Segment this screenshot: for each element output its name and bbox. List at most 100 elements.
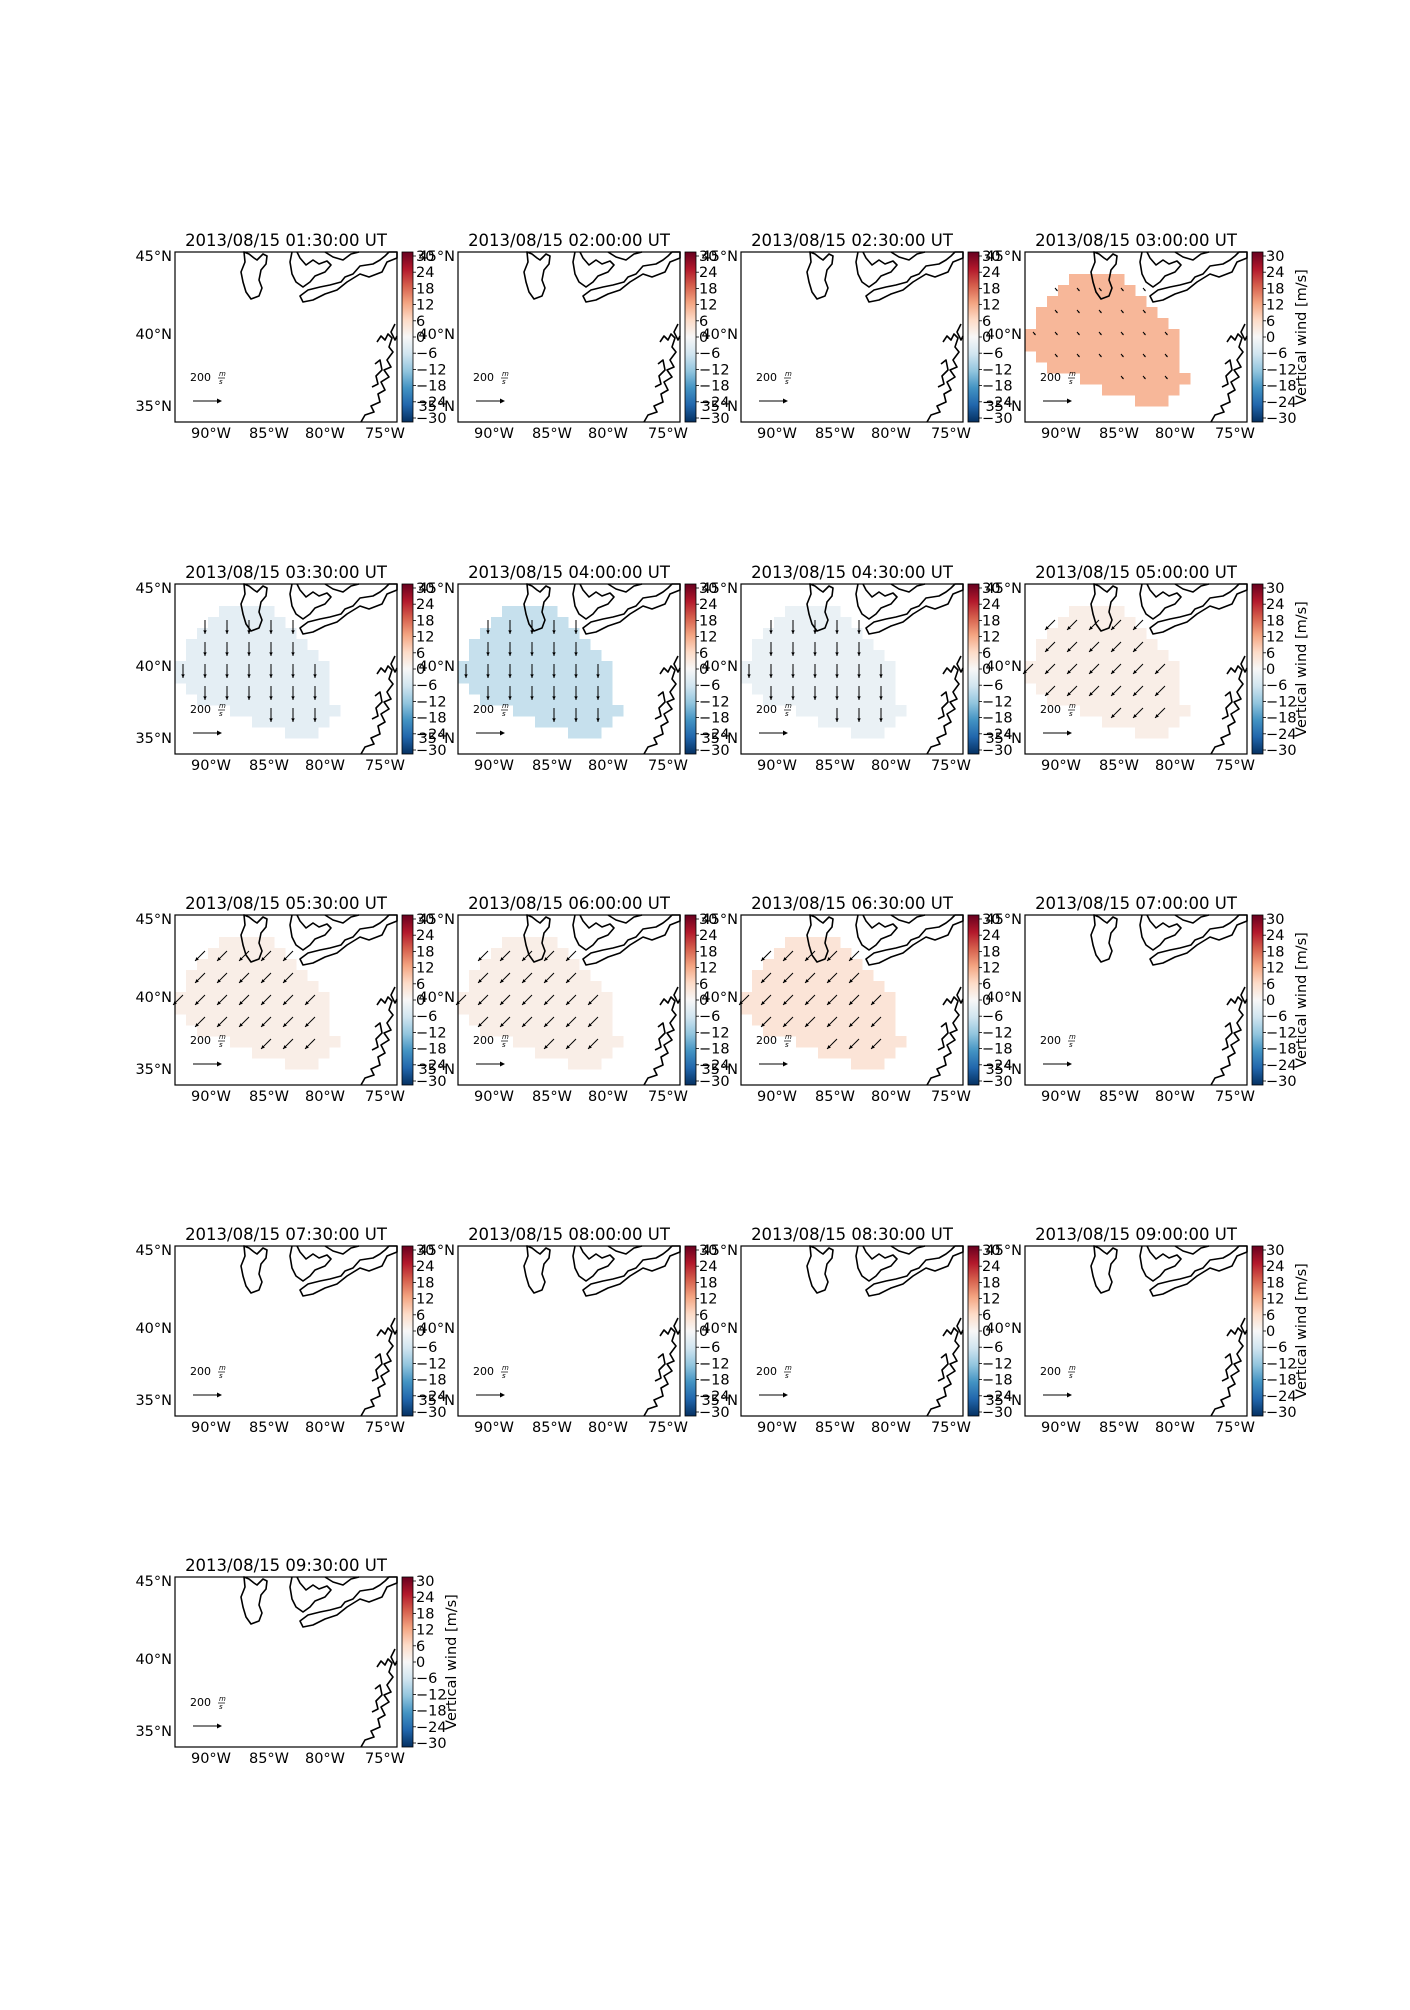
wind-vector [870, 1016, 882, 1028]
wind-cell [840, 683, 852, 695]
colorbar-tick-label: −30 [1266, 743, 1297, 759]
wind-cell [785, 661, 797, 673]
reference-unit-den: s [785, 1372, 789, 1380]
wind-cell [1102, 683, 1114, 695]
wind-cell [535, 937, 547, 949]
colorbar-tick-label: −12 [1266, 362, 1297, 378]
wind-cell [252, 606, 264, 618]
wind-cell [557, 959, 569, 971]
colorbar-gradient [684, 583, 697, 755]
lat-tick-label: 45°N [135, 249, 172, 265]
wind-cell [252, 948, 264, 960]
lat-tick-label: 45°N [418, 249, 455, 265]
wind-cell [458, 1003, 470, 1015]
wind-cell [590, 727, 602, 739]
reference-arrow: 200 ms [756, 1364, 792, 1398]
wind-cell [1124, 296, 1136, 308]
wind-cell [774, 694, 786, 706]
colorbar-tick-label: 24 [982, 928, 1000, 944]
lon-tick-label: 75°W [931, 426, 971, 442]
colorbar-tick-label: 6 [416, 1308, 425, 1324]
lon-tick-label: 90°W [474, 758, 514, 774]
wind-cell [873, 661, 885, 673]
wind-cell [502, 650, 514, 662]
colorbar-tick-label: 24 [699, 928, 717, 944]
lon-tick-label: 90°W [1041, 426, 1081, 442]
colorbar-tick-label: 12 [699, 1292, 717, 1308]
wind-vector [269, 642, 273, 656]
lon-tick-label: 90°W [474, 426, 514, 442]
wind-cell [1058, 672, 1070, 684]
wind-vector [587, 1038, 599, 1050]
wind-cell [1168, 362, 1180, 374]
wind-cell [568, 1003, 580, 1015]
wind-cell [186, 661, 198, 673]
wind-vector [1142, 287, 1146, 292]
wind-cell [763, 672, 775, 684]
wind-cell [774, 948, 786, 960]
wind-cell [829, 716, 841, 728]
wind-cell [1113, 296, 1125, 308]
wind-cell [274, 1014, 286, 1026]
wind-cell [219, 1003, 231, 1015]
colorbar-tick-label: 18 [699, 613, 717, 629]
wind-cell [513, 1014, 525, 1026]
wind-cell [807, 606, 819, 618]
wind-cell [1124, 362, 1136, 374]
wind-cell [1025, 672, 1037, 684]
colorbar-tick-label: 0 [699, 330, 708, 346]
wind-cell [862, 683, 874, 695]
wind-cell [796, 1036, 808, 1048]
wind-vector [574, 664, 578, 678]
wind-cell [568, 661, 580, 673]
wind-cell [1168, 340, 1180, 352]
wind-cell [818, 1025, 830, 1037]
wind-cell [807, 683, 819, 695]
wind-cell [469, 661, 481, 673]
wind-cell [491, 661, 503, 673]
colorbar-gradient [1251, 914, 1264, 1086]
wind-cell [274, 694, 286, 706]
wind-cell [785, 628, 797, 640]
wind-cell [524, 1003, 536, 1015]
wind-cell [579, 650, 591, 662]
wind-cell [274, 672, 286, 684]
wind-cell [884, 705, 896, 717]
colorbar-tick-label: −12 [982, 1025, 1013, 1041]
wind-vector [587, 1016, 599, 1028]
wind-cell [818, 992, 830, 1004]
colorbar-tick-label: −30 [416, 1736, 447, 1752]
wind-cell [318, 1047, 330, 1059]
wind-cell [307, 661, 319, 673]
wind-cell [197, 981, 209, 993]
wind-cell [763, 1003, 775, 1015]
wind-vector [543, 1016, 555, 1028]
colorbar-tick-label: −24 [416, 395, 447, 411]
reference-arrow: 200 ms [1040, 1033, 1076, 1067]
panel-title: 2013/08/15 02:30:00 UT [751, 231, 954, 250]
wind-cell [579, 683, 591, 695]
wind-cell [513, 1003, 525, 1015]
wind-cell [1080, 296, 1092, 308]
wind-cell [285, 661, 297, 673]
wind-cell [535, 1003, 547, 1015]
wind-cell [524, 959, 536, 971]
wind-cell [851, 628, 863, 640]
wind-vector [291, 620, 295, 634]
wind-cell [557, 970, 569, 982]
wind-cell [513, 948, 525, 960]
wind-cell [1080, 661, 1092, 673]
colorbar-tick-label: 6 [699, 314, 708, 330]
wind-cell [1135, 296, 1147, 308]
reference-unit-den: s [785, 1041, 789, 1049]
colorbar-tick-label: 30 [699, 249, 717, 265]
wind-cell [230, 683, 242, 695]
colorbar-tick-label: 24 [982, 265, 1000, 281]
wind-cell [774, 1014, 786, 1026]
lat-tick-label: 35°N [135, 1724, 172, 1740]
wind-cell [1113, 373, 1125, 385]
colorbar-tick-label: −6 [699, 1340, 720, 1356]
colorbar-tick-label: 0 [982, 330, 991, 346]
wind-vector [857, 642, 861, 656]
colorbar-tick-label: −12 [1266, 1356, 1297, 1372]
